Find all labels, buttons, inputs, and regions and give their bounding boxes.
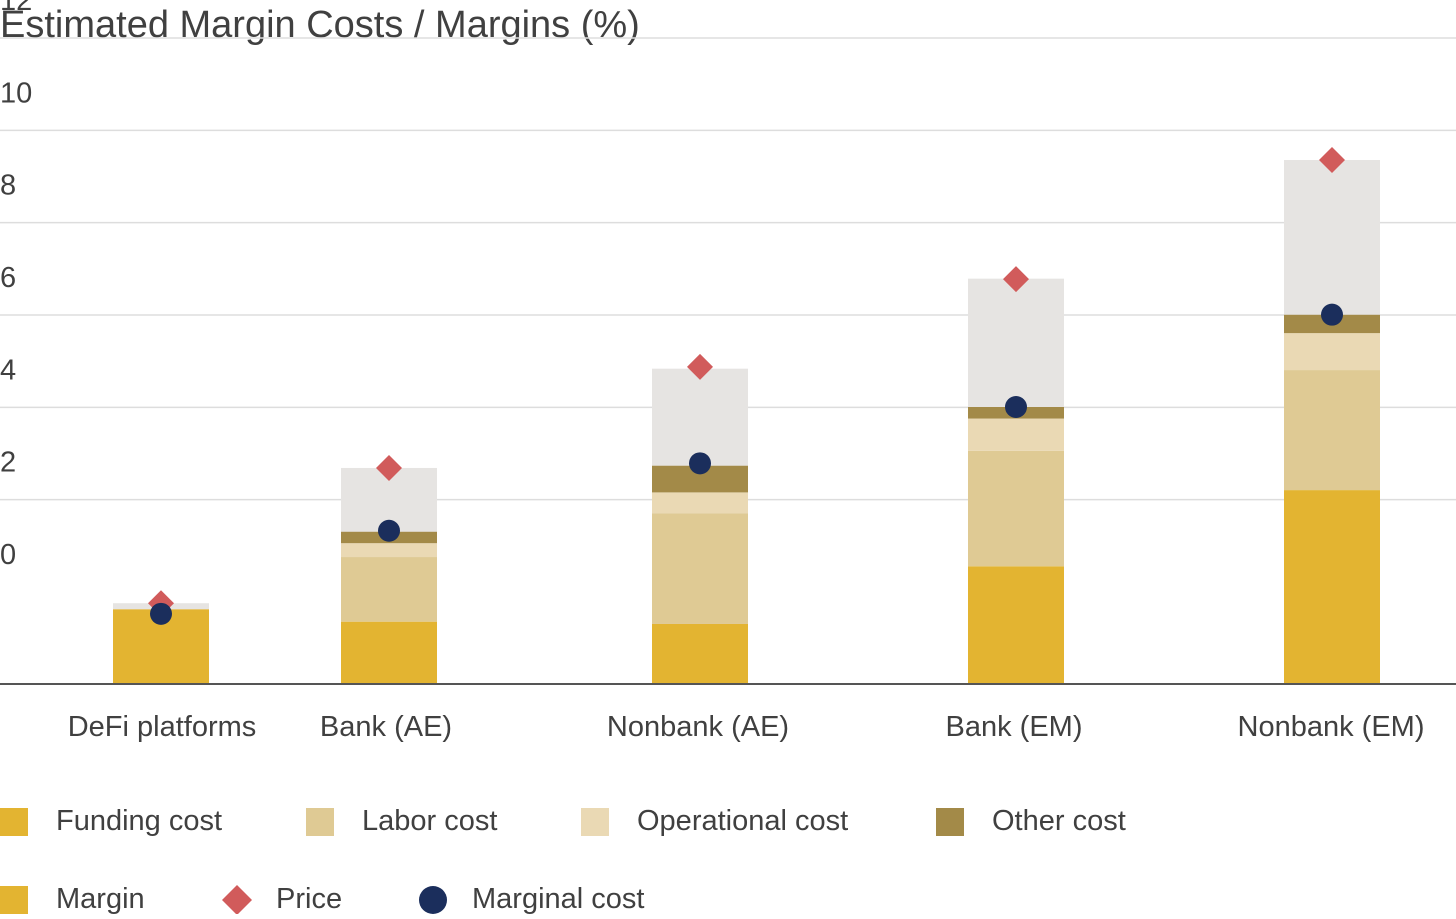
legend-label: Labor cost xyxy=(362,804,498,837)
legend-swatch-operational-cost xyxy=(581,808,609,836)
legend-label: Price xyxy=(276,882,343,915)
bar-segment-margin xyxy=(968,278,1064,407)
bars xyxy=(113,160,1380,684)
x-tick-label: Bank (AE) xyxy=(320,711,452,743)
y-tick-label: 8 xyxy=(0,170,16,202)
marginal-cost-marker xyxy=(1321,303,1343,326)
legend-swatch-margin xyxy=(0,886,28,914)
bar-segment-margin xyxy=(1284,160,1380,315)
legend-label: Operational cost xyxy=(637,804,849,837)
marginal-cost-marker xyxy=(1005,396,1027,418)
x-axis-ticks: DeFi platforms Bank (AE) Nonbank (AE) Bank … xyxy=(68,711,1425,743)
bar-segment-operational-cost xyxy=(652,492,748,514)
bar-segment-labor-cost xyxy=(341,557,437,622)
y-axis-ticks: 0 2 4 6 8 10 12 xyxy=(0,0,32,571)
y-tick-label: 0 xyxy=(0,539,16,571)
stacked-bar-chart: 0 2 4 6 8 10 12 DeFi platforms Bank (AE) Nonbank… xyxy=(0,0,1456,743)
bar-segment-funding-cost xyxy=(968,566,1064,684)
legend-item-marginal-cost: Marginal cost xyxy=(418,879,644,919)
bar-segment-margin xyxy=(652,368,748,466)
legend-swatch-labor-cost xyxy=(306,808,334,836)
marginal-cost-marker xyxy=(378,519,400,542)
legend-label: Marginal cost xyxy=(472,882,645,915)
legend-row-2: Margin Price Marginal cost xyxy=(0,879,1456,919)
bar-segment-funding-cost xyxy=(1284,490,1380,684)
bar-segment-operational-cost xyxy=(341,543,437,558)
chart-title: Estimated Margin Costs / Margins (%) xyxy=(0,4,640,46)
price-marker xyxy=(1003,266,1029,293)
price-marker xyxy=(687,353,713,380)
legend-item-operational-cost: Operational cost xyxy=(581,801,848,841)
legend-item-price: Price xyxy=(222,879,342,919)
legend-label: Funding cost xyxy=(56,804,223,837)
bar-segment-funding-cost xyxy=(341,621,437,684)
y-tick-label: 6 xyxy=(0,262,16,294)
price-marker xyxy=(1319,147,1345,174)
legend-label: Margin xyxy=(56,882,145,915)
legend-item-labor-cost: Labor cost xyxy=(306,801,497,841)
bar-segment-labor-cost xyxy=(968,450,1064,567)
y-tick-label: 12 xyxy=(0,0,32,17)
markers xyxy=(148,147,1345,625)
marginal-cost-marker xyxy=(150,602,172,625)
y-tick-label: 4 xyxy=(0,354,16,386)
legend-swatch-marginal-cost xyxy=(419,886,447,914)
legend-item-other-cost: Other cost xyxy=(936,801,1126,841)
y-tick-label: 10 xyxy=(0,77,32,109)
legend-label: Other cost xyxy=(992,804,1126,837)
x-tick-label: Nonbank (AE) xyxy=(607,711,789,743)
legend-swatch-price xyxy=(222,885,252,914)
bar-segment-operational-cost xyxy=(1284,333,1380,371)
legend-item-margin: Margin xyxy=(0,879,145,919)
price-marker xyxy=(376,454,402,481)
legend-item-funding-cost: Funding cost xyxy=(0,801,222,841)
marginal-cost-marker xyxy=(689,452,711,475)
legend-swatch-other-cost xyxy=(936,808,964,836)
bar-segment-labor-cost xyxy=(1284,370,1380,491)
x-tick-label: Nonbank (EM) xyxy=(1238,711,1425,743)
y-tick-label: 2 xyxy=(0,447,16,479)
x-tick-label: Bank (EM) xyxy=(946,711,1083,743)
legend-row-1: Funding cost Labor cost Operational cost Ot… xyxy=(0,801,1456,841)
x-tick-label: DeFi platforms xyxy=(68,711,257,743)
legend-swatch-funding-cost xyxy=(0,808,28,836)
bar-segment-labor-cost xyxy=(652,513,748,624)
bar-segment-operational-cost xyxy=(968,418,1064,451)
bar-segment-funding-cost xyxy=(652,623,748,684)
